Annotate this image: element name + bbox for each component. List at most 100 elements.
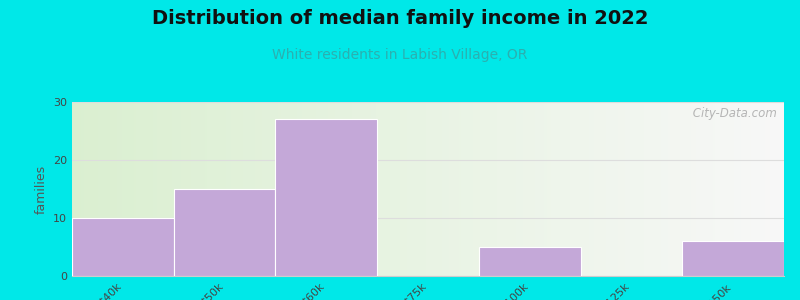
- Bar: [338, 102, 340, 276]
- Bar: [241, 102, 243, 276]
- Bar: [312, 102, 314, 276]
- Bar: [551, 102, 554, 276]
- Bar: [518, 102, 521, 276]
- Bar: [663, 102, 666, 276]
- Bar: [340, 102, 342, 276]
- Text: Distribution of median family income in 2022: Distribution of median family income in …: [152, 9, 648, 28]
- Bar: [677, 102, 679, 276]
- Bar: [698, 102, 701, 276]
- Bar: [210, 102, 212, 276]
- Bar: [72, 218, 174, 276]
- Bar: [172, 102, 174, 276]
- Bar: [480, 102, 482, 276]
- Bar: [597, 102, 599, 276]
- Bar: [457, 102, 459, 276]
- Bar: [691, 102, 694, 276]
- Bar: [718, 102, 720, 276]
- Bar: [622, 102, 625, 276]
- Bar: [138, 102, 141, 276]
- Bar: [397, 102, 399, 276]
- Bar: [266, 102, 269, 276]
- Bar: [542, 102, 544, 276]
- Bar: [386, 102, 388, 276]
- Bar: [162, 102, 165, 276]
- Bar: [447, 102, 450, 276]
- Bar: [319, 102, 321, 276]
- Bar: [462, 102, 464, 276]
- Bar: [342, 102, 345, 276]
- Bar: [435, 102, 438, 276]
- Bar: [131, 102, 134, 276]
- Bar: [634, 102, 637, 276]
- Bar: [278, 102, 281, 276]
- Bar: [575, 102, 578, 276]
- Bar: [146, 102, 148, 276]
- Bar: [468, 102, 470, 276]
- Bar: [345, 102, 347, 276]
- Bar: [526, 102, 528, 276]
- Bar: [195, 102, 198, 276]
- Bar: [134, 102, 136, 276]
- Bar: [352, 102, 354, 276]
- Bar: [506, 102, 509, 276]
- Bar: [509, 102, 511, 276]
- Bar: [580, 102, 582, 276]
- Bar: [174, 102, 177, 276]
- Bar: [530, 102, 533, 276]
- Bar: [117, 102, 119, 276]
- Bar: [335, 102, 338, 276]
- Bar: [243, 102, 246, 276]
- Bar: [722, 102, 725, 276]
- Bar: [452, 102, 454, 276]
- Bar: [708, 102, 710, 276]
- Bar: [107, 102, 110, 276]
- Bar: [217, 102, 219, 276]
- Bar: [114, 102, 117, 276]
- Bar: [592, 102, 594, 276]
- Bar: [654, 102, 656, 276]
- Bar: [673, 102, 675, 276]
- Bar: [388, 102, 390, 276]
- Bar: [534, 102, 537, 276]
- Bar: [269, 102, 271, 276]
- Bar: [328, 102, 330, 276]
- Bar: [770, 102, 772, 276]
- Bar: [521, 102, 523, 276]
- Bar: [473, 102, 475, 276]
- Bar: [739, 102, 742, 276]
- Bar: [271, 102, 274, 276]
- Bar: [563, 102, 566, 276]
- Bar: [466, 102, 468, 276]
- Bar: [604, 102, 606, 276]
- Bar: [651, 102, 654, 276]
- Bar: [632, 102, 634, 276]
- Bar: [252, 102, 254, 276]
- Bar: [649, 102, 651, 276]
- Bar: [613, 102, 615, 276]
- Bar: [376, 102, 378, 276]
- Bar: [174, 189, 275, 276]
- Bar: [682, 241, 784, 276]
- Bar: [715, 102, 718, 276]
- Bar: [89, 102, 91, 276]
- Bar: [155, 102, 158, 276]
- Bar: [772, 102, 774, 276]
- Bar: [406, 102, 409, 276]
- Bar: [585, 102, 587, 276]
- Bar: [682, 102, 684, 276]
- Bar: [479, 247, 581, 276]
- Bar: [701, 102, 703, 276]
- Bar: [91, 102, 94, 276]
- Bar: [459, 102, 462, 276]
- Bar: [202, 102, 205, 276]
- Bar: [646, 102, 649, 276]
- Bar: [475, 102, 478, 276]
- Bar: [639, 102, 642, 276]
- Bar: [774, 102, 777, 276]
- Bar: [464, 102, 466, 276]
- Bar: [323, 102, 326, 276]
- Bar: [490, 102, 492, 276]
- Bar: [177, 102, 179, 276]
- Bar: [314, 102, 317, 276]
- Y-axis label: families: families: [34, 164, 47, 214]
